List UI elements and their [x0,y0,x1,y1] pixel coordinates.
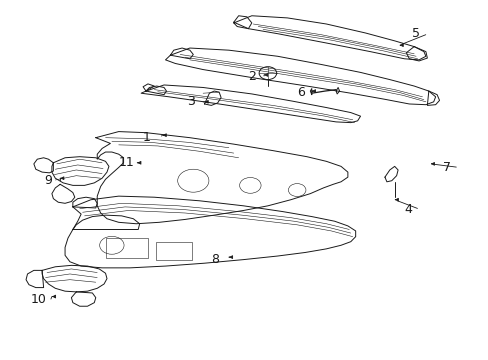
Text: 8: 8 [211,253,219,266]
Bar [156,242,192,260]
Text: 7: 7 [442,161,450,174]
Text: 10: 10 [31,293,46,306]
Text: 5: 5 [411,27,419,40]
Text: 11: 11 [119,156,134,169]
Text: 3: 3 [186,95,194,108]
Text: 4: 4 [403,203,411,216]
Text: 9: 9 [44,174,52,187]
Text: 2: 2 [247,69,255,82]
Text: 6: 6 [296,86,304,99]
Text: 1: 1 [143,131,151,144]
Bar [105,238,148,258]
